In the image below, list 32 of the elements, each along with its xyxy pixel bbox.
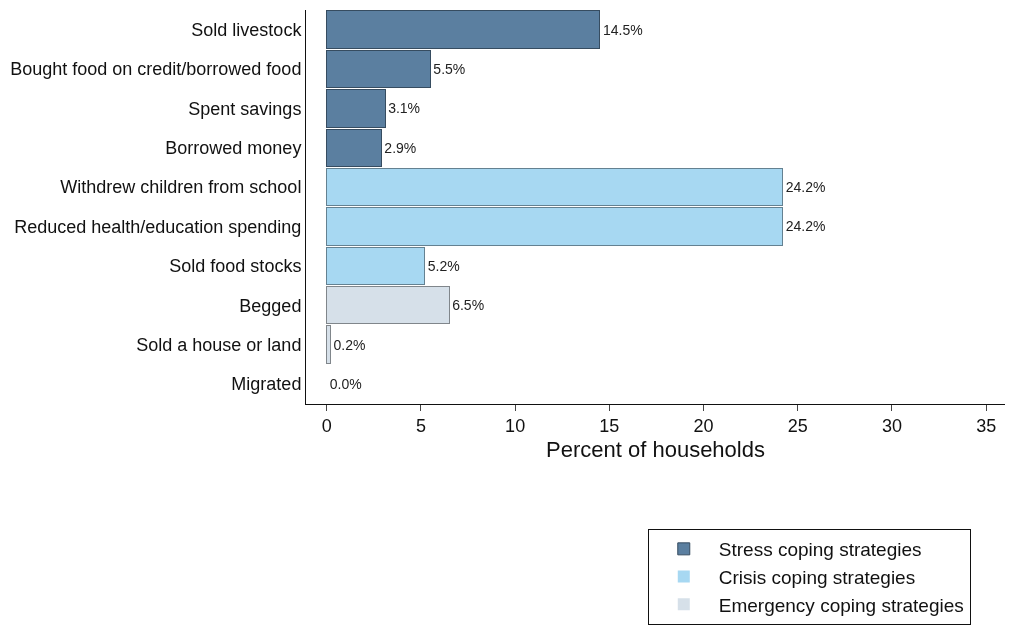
x-tick-label: 5 (415, 416, 426, 437)
data-label: 24.2% (785, 218, 826, 235)
data-label: 2.9% (384, 139, 417, 156)
y-tick-label: Begged (239, 295, 302, 316)
data-label: 6.5% (452, 297, 485, 314)
x-axis-title: Percent of households (546, 437, 765, 463)
data-label: 14.5% (602, 21, 643, 38)
legend-label: Stress coping strategies (718, 539, 922, 561)
x-tick-label: 0 (321, 416, 332, 437)
legend-label: Emergency coping strategies (718, 594, 964, 616)
y-tick-label: Sold livestock (191, 19, 303, 40)
x-tick-label: 25 (787, 416, 808, 437)
data-label: 5.5% (433, 61, 466, 78)
y-tick-label: Reduced health/education spending (14, 216, 302, 237)
y-tick-label: Borrowed money (165, 138, 302, 159)
data-label: 24.2% (785, 179, 826, 196)
x-tick-label: 10 (505, 416, 526, 437)
data-label: 0.0% (329, 375, 362, 392)
x-tick-label: 30 (881, 416, 902, 437)
x-tick-label: 20 (693, 416, 714, 437)
data-label: 0.2% (333, 336, 366, 353)
data-label: 3.1% (388, 100, 421, 117)
data-label: 5.2% (427, 257, 460, 274)
y-tick-label: Bought food on credit/borrowed food (10, 59, 302, 80)
x-tick-label: 15 (599, 416, 620, 437)
y-tick-label: Sold food stocks (169, 256, 302, 277)
y-tick-label: Withdrew children from school (60, 177, 302, 198)
legend-label: Crisis coping strategies (718, 566, 916, 588)
y-tick-label: Migrated (231, 374, 302, 395)
y-tick-label: Spent savings (188, 98, 302, 119)
y-tick-label: Sold a house or land (136, 334, 302, 355)
x-tick-label: 35 (976, 416, 997, 437)
